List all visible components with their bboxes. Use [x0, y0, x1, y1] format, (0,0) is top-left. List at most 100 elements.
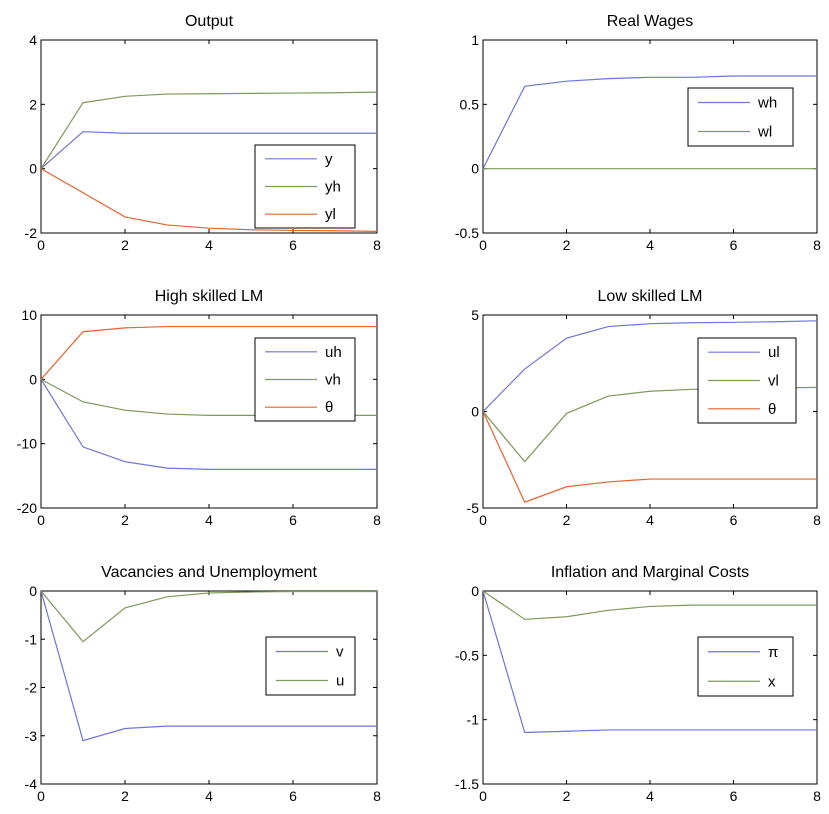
legend-label: ul: [768, 344, 780, 361]
series-line-uh: [41, 379, 377, 470]
y-tick-label: -0.5: [455, 225, 479, 241]
y-tick-label: 0: [471, 161, 479, 177]
y-tick-label: -1: [25, 631, 38, 647]
y-tick-label: -1.5: [455, 776, 479, 792]
legend-box: [697, 636, 794, 697]
x-tick-label: 2: [121, 512, 129, 528]
x-tick-label: 0: [479, 237, 487, 253]
y-tick-label: 0: [29, 583, 37, 599]
y-tick-label: 5: [471, 307, 479, 323]
chart-title: Inflation and Marginal Costs: [551, 564, 749, 581]
y-tick-label: -5: [467, 500, 480, 516]
legend: vu: [265, 636, 356, 696]
chart-panel-vacancies-and-unemployment: Vacancies and Unemployment 0 2 4 6 8 -4 -3 -2 -1 0…: [25, 564, 382, 804]
legend: ul vl θ: [697, 337, 797, 424]
x-tick-label: 4: [205, 512, 213, 528]
x-tick-label: 6: [730, 237, 738, 253]
x-tick-label: 0: [37, 237, 45, 253]
y-tick-label: -4: [25, 776, 38, 792]
x-tick-label: 4: [205, 237, 213, 253]
chart-title: Vacancies and Unemployment: [101, 564, 317, 581]
legend-box: [265, 636, 356, 696]
legend-label: yh: [325, 179, 341, 196]
x-tick-label: 4: [646, 512, 654, 528]
series-line-y: [41, 131, 377, 170]
chart-title: Real Wages: [607, 13, 694, 30]
x-tick-label: 0: [479, 512, 487, 528]
series-line-yl: [41, 168, 377, 232]
x-tick-label: 6: [289, 237, 297, 253]
x-tick-label: 6: [730, 512, 738, 528]
legend: πx: [697, 636, 794, 697]
x-tick-label: 4: [646, 788, 654, 804]
chart-panel-inflation-and-marginal-costs: Inflation and Marginal Costs 0 2 4 6 8 -1.5 -1 -…: [455, 564, 821, 804]
y-tick-label: -2: [25, 680, 38, 696]
x-tick-label: 0: [479, 788, 487, 804]
x-tick-label: 6: [730, 788, 738, 804]
x-tick-label: 4: [205, 788, 213, 804]
legend-box: [687, 87, 794, 147]
legend-label: uh: [325, 344, 342, 361]
x-tick-label: 8: [813, 788, 821, 804]
y-tick-label: 1: [471, 32, 479, 48]
x-tick-label: 8: [813, 512, 821, 528]
y-tick-label: 0: [471, 583, 479, 599]
x-tick-label: 8: [373, 237, 381, 253]
legend-label: vh: [325, 372, 341, 389]
series-line-pi: [483, 591, 817, 734]
x-tick-label: 4: [646, 237, 654, 253]
legend-label: wh: [757, 95, 777, 112]
x-tick-label: 2: [121, 237, 129, 253]
y-tick-label: 2: [29, 96, 37, 112]
series-line-yh: [41, 91, 377, 169]
legend-label: x: [768, 673, 776, 690]
y-tick-label: -0.5: [455, 647, 479, 663]
y-tick-label: -20: [17, 500, 37, 516]
y-tick-label: 10: [21, 307, 37, 323]
x-tick-label: 2: [563, 512, 571, 528]
series-line-x: [483, 591, 817, 620]
x-tick-label: 0: [37, 512, 45, 528]
x-tick-label: 2: [121, 788, 129, 804]
series-line-u: [41, 591, 377, 643]
legend-label: π: [768, 644, 778, 661]
legend-label: θ: [768, 401, 776, 418]
legend: y yh yl: [254, 144, 356, 229]
y-tick-label: 4: [29, 32, 37, 48]
x-tick-label: 0: [37, 788, 45, 804]
x-tick-label: 2: [563, 237, 571, 253]
legend: wh wl: [687, 87, 794, 147]
legend: uh vh θ: [254, 337, 356, 422]
legend-label: v: [336, 644, 344, 661]
legend-label: y: [325, 151, 333, 168]
x-tick-label: 2: [563, 788, 571, 804]
x-tick-label: 8: [373, 788, 381, 804]
y-tick-label: 0: [471, 404, 479, 420]
x-tick-label: 8: [813, 237, 821, 253]
series-line-theta: [41, 325, 377, 380]
chart-title: Output: [185, 13, 234, 30]
chart-title: High skilled LM: [155, 288, 263, 305]
series-line-ul: [483, 320, 817, 412]
x-tick-label: 6: [289, 788, 297, 804]
y-tick-label: -3: [25, 728, 38, 744]
series-line-v: [41, 591, 377, 742]
y-tick-label: 0.5: [460, 96, 480, 112]
legend-label: u: [336, 673, 344, 690]
legend-label: yl: [325, 206, 336, 223]
legend-label: θ: [325, 399, 333, 416]
legend-label: wl: [757, 124, 772, 141]
y-tick-label: 0: [29, 161, 37, 177]
y-tick-label: -2: [25, 225, 38, 241]
y-tick-label: -1: [467, 712, 480, 728]
legend-label: vl: [768, 373, 779, 390]
x-tick-label: 6: [289, 512, 297, 528]
y-tick-label: 0: [29, 371, 37, 387]
chart-panel-high-skilled-lm: High skilled LM 0 2 4 6 8 -20 -10 0 10 uh vh θ: [17, 288, 381, 528]
chart-title: Low skilled LM: [598, 288, 703, 305]
x-tick-label: 8: [373, 512, 381, 528]
